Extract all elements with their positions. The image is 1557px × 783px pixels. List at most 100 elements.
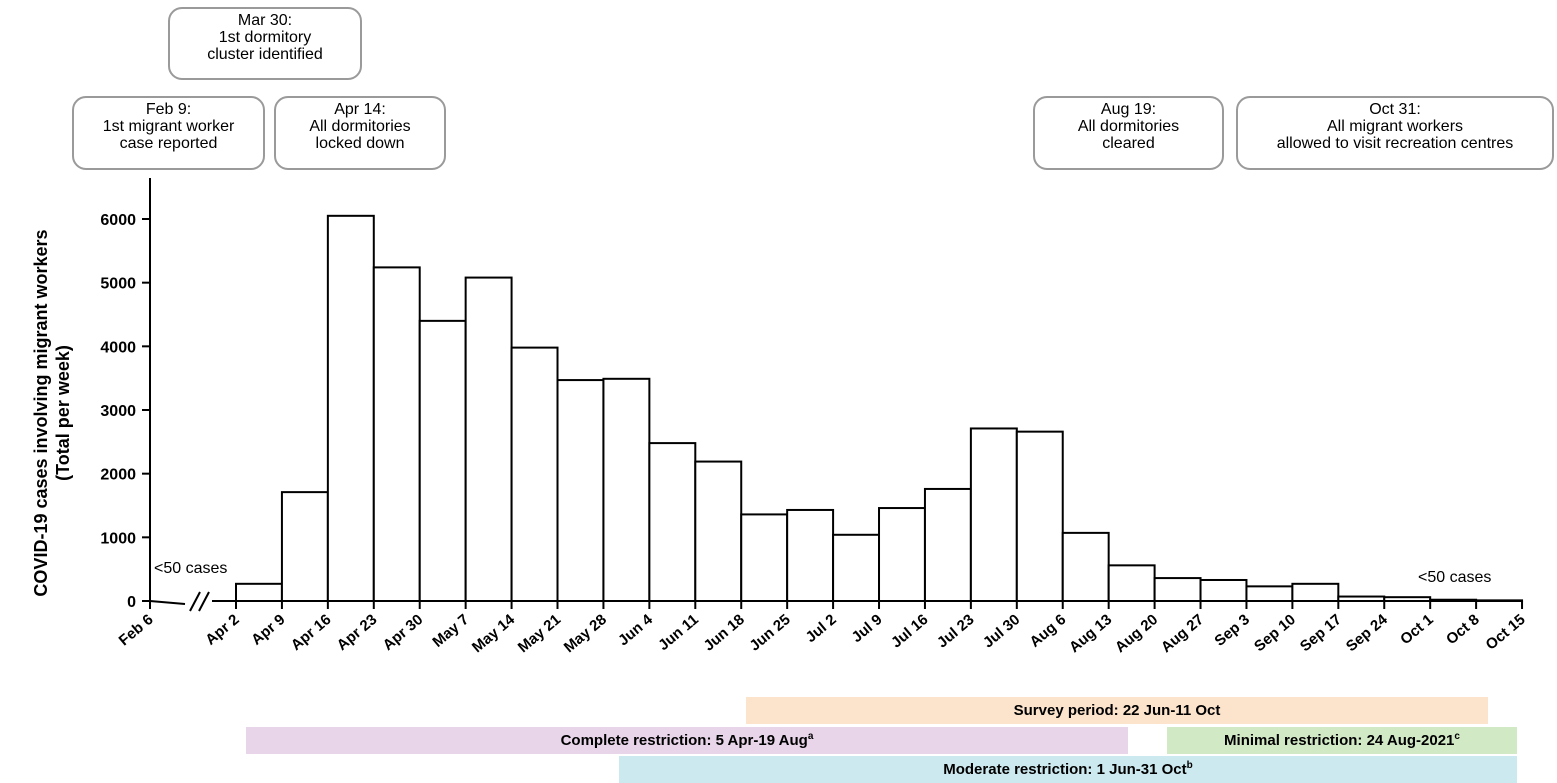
- x-tick-label: Apr 30: [380, 611, 427, 654]
- axis-break-mark: [198, 591, 210, 612]
- x-tick-label: Jul 30: [980, 611, 1024, 651]
- x-tick-label: Aug 13: [1066, 611, 1115, 656]
- x-tick-label: Aug 27: [1158, 611, 1207, 656]
- x-tick-label: Sep 24: [1343, 611, 1391, 656]
- bar-aug-6: [1061, 531, 1110, 602]
- y-tick-label: 5000: [100, 276, 136, 293]
- bar-may-28: [602, 377, 651, 603]
- x-tick-label: Jul 2: [803, 611, 840, 646]
- bar-may-7: [464, 276, 513, 602]
- footnote-marker: a: [807, 731, 814, 742]
- bar-may-21: [556, 379, 605, 602]
- minimal-restriction-label: Minimal restriction: 24 Aug-2021: [1224, 732, 1455, 749]
- bar-may-14: [510, 346, 559, 602]
- callout-line: cluster identified: [207, 46, 323, 63]
- bars-layer: [235, 214, 1524, 603]
- callout-line: Apr 14:: [334, 101, 386, 118]
- minimal-restriction-band: Minimal restriction: 24 Aug-2021c: [1167, 727, 1517, 754]
- x-axis-line-left: [149, 600, 186, 605]
- survey-period-band: Survey period: 22 Jun-11 Oct: [746, 697, 1488, 724]
- bar-jun-18: [740, 513, 789, 602]
- x-tick-label: Sep 10: [1251, 611, 1299, 655]
- bar-jul-2: [832, 533, 881, 603]
- annotation-low-cases-end: <50 cases: [1418, 569, 1491, 586]
- bar-apr-9: [280, 491, 329, 603]
- bar-aug-27: [1199, 578, 1248, 602]
- x-tick-label: Apr 23: [334, 611, 381, 654]
- callout-line: All dormitories: [1077, 118, 1180, 135]
- x-tick-label: May 14: [469, 611, 519, 657]
- survey-period-label: Survey period: 22 Jun-11 Oct: [1013, 702, 1221, 719]
- callout-line: locked down: [315, 135, 405, 152]
- bar-aug-13: [1107, 564, 1156, 603]
- bar-apr-2: [235, 582, 283, 602]
- y-tick-label: 4000: [100, 339, 136, 356]
- x-tick-label: Apr 16: [288, 611, 335, 654]
- y-axis-subtitle: (Total per week): [53, 345, 73, 481]
- x-tick-label: Oct 1: [1397, 611, 1437, 648]
- x-tick-label: Jun 11: [655, 611, 702, 654]
- x-tick-label: Aug 20: [1112, 611, 1161, 656]
- x-tick-label: Oct 8: [1443, 611, 1483, 648]
- callout-feb9: Feb 9: 1st migrant worker case reported: [72, 96, 265, 170]
- callout-line: Oct 31:: [1369, 101, 1421, 118]
- bar-sep-10: [1291, 582, 1340, 602]
- bar-apr-23: [372, 266, 421, 602]
- y-tick-label: 6000: [100, 212, 136, 229]
- complete-restriction-band: Complete restriction: 5 Apr-19 Auga: [246, 727, 1128, 754]
- callout-line: 1st migrant worker: [102, 118, 235, 135]
- x-tick-label: Jun 18: [700, 611, 747, 655]
- callout-oct31: Oct 31: All migrant workers allowed to v…: [1236, 96, 1554, 170]
- y-tick-label: 2000: [100, 467, 136, 484]
- complete-restriction-label: Complete restriction: 5 Apr-19 Aug: [560, 732, 808, 749]
- bar-jun-25: [786, 508, 835, 602]
- callout-line: cleared: [1102, 135, 1155, 152]
- callout-line: case reported: [119, 135, 218, 152]
- callout-line: All dormitories: [309, 118, 411, 135]
- x-tick-label: Apr 2: [202, 611, 242, 649]
- bar-jun-11: [694, 460, 743, 602]
- footnote-marker: c: [1454, 731, 1460, 742]
- callout-line: Mar 30:: [237, 12, 293, 29]
- x-tick-label: Sep 3: [1211, 611, 1253, 650]
- x-tick-label: Jul 9: [848, 611, 885, 646]
- x-tick-label: Oct 15: [1483, 611, 1529, 654]
- y-tick-label: 1000: [100, 530, 136, 547]
- x-tick-label: Feb 6: [116, 611, 157, 649]
- bar-jul-30: [1015, 430, 1064, 602]
- y-axis-title: COVID-19 cases involving migrant workers: [31, 229, 51, 596]
- bar-jul-23: [969, 427, 1018, 603]
- callout-line: All migrant workers: [1326, 118, 1464, 135]
- bar-aug-20: [1153, 577, 1202, 603]
- x-tick-label: May 7: [429, 611, 472, 651]
- moderate-restriction-label: Moderate restriction: 1 Jun-31 Oct: [943, 761, 1187, 778]
- axis-break-mark: [189, 591, 201, 612]
- x-tick-label: Jul 16: [888, 611, 932, 651]
- x-tick-label: Aug 6: [1026, 611, 1069, 651]
- x-tick-label: May 28: [561, 611, 610, 656]
- bar-jul-16: [923, 487, 972, 602]
- bar-sep-3: [1245, 585, 1294, 603]
- callout-line: allowed to visit recreation centres: [1276, 135, 1514, 152]
- callout-mar30: Mar 30: 1st dormitory cluster identified: [168, 7, 362, 80]
- x-tick-label: Sep 17: [1297, 611, 1345, 655]
- bar-apr-30: [418, 319, 467, 602]
- x-tick-label: Jun 25: [746, 611, 793, 655]
- bar-jun-4: [648, 442, 697, 602]
- footnote-marker: b: [1186, 760, 1193, 771]
- x-tick-label: Apr 9: [248, 611, 288, 649]
- callout-apr14: Apr 14: All dormitories locked down: [274, 96, 446, 170]
- y-tick-label: 3000: [100, 403, 136, 420]
- callout-line: Aug 19:: [1100, 101, 1157, 118]
- moderate-restriction-band: Moderate restriction: 1 Jun-31 Octb: [619, 756, 1517, 783]
- callout-line: 1st dormitory: [218, 29, 312, 46]
- callout-line: Feb 9:: [145, 101, 192, 118]
- bar-apr-16: [326, 214, 375, 602]
- x-tick-label: Jun 4: [615, 611, 656, 650]
- x-tick-label: May 21: [515, 611, 564, 656]
- callout-aug19: Aug 19: All dormitories cleared: [1033, 96, 1224, 170]
- y-tick-label: 0: [127, 594, 136, 611]
- annotation-low-cases-start: <50 cases: [154, 560, 227, 577]
- bar-jul-9: [878, 507, 926, 602]
